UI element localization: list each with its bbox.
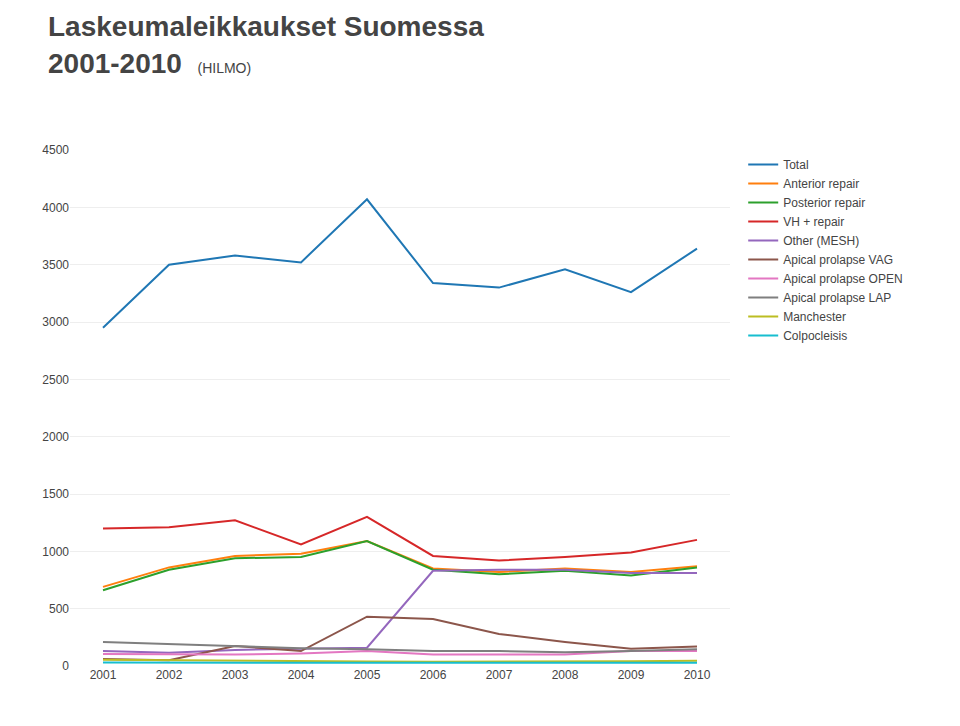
svg-text:Total: Total (783, 158, 808, 172)
svg-text:3000: 3000 (42, 315, 69, 329)
svg-text:2010: 2010 (684, 668, 711, 682)
svg-text:2002: 2002 (156, 668, 183, 682)
svg-text:VH + repair: VH + repair (783, 215, 844, 229)
svg-text:3500: 3500 (42, 258, 69, 272)
svg-text:2009: 2009 (618, 668, 645, 682)
svg-text:Colpocleisis: Colpocleisis (783, 329, 847, 343)
svg-text:Anterior repair: Anterior repair (783, 177, 859, 191)
svg-text:Apical prolapse OPEN: Apical prolapse OPEN (783, 272, 902, 286)
svg-text:Apical prolapse LAP: Apical prolapse LAP (783, 291, 891, 305)
svg-text:2001: 2001 (90, 668, 117, 682)
svg-text:2000: 2000 (42, 430, 69, 444)
svg-text:Manchester: Manchester (783, 310, 846, 324)
svg-text:1000: 1000 (42, 545, 69, 559)
svg-text:0: 0 (62, 659, 69, 673)
svg-text:Laskeumaleikkaukset Suomessa20: Laskeumaleikkaukset Suomessa2001-2010 (H… (48, 11, 484, 78)
svg-text:2007: 2007 (486, 668, 513, 682)
svg-text:2500: 2500 (42, 373, 69, 387)
svg-text:2005: 2005 (354, 668, 381, 682)
svg-text:1500: 1500 (42, 487, 69, 501)
svg-text:2004: 2004 (288, 668, 315, 682)
svg-text:4000: 4000 (42, 201, 69, 215)
svg-text:Other (MESH): Other (MESH) (783, 234, 859, 248)
svg-text:2008: 2008 (552, 668, 579, 682)
svg-text:4500: 4500 (42, 143, 69, 157)
svg-text:2006: 2006 (420, 668, 447, 682)
svg-text:2003: 2003 (222, 668, 249, 682)
svg-text:Apical prolapse VAG: Apical prolapse VAG (783, 253, 893, 267)
svg-text:Posterior repair: Posterior repair (783, 196, 865, 210)
svg-text:500: 500 (49, 602, 69, 616)
